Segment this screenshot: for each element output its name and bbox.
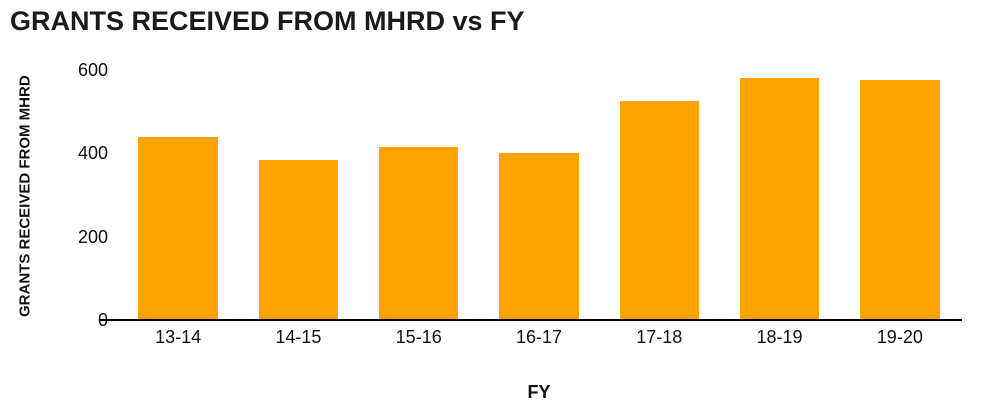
plot-area [118,70,960,320]
y-tick-label: 400 [77,143,108,164]
x-axis-line [100,319,962,321]
y-tick-label: 200 [77,226,108,247]
bar-14-15 [258,159,339,320]
x-tick-label: 19-20 [876,327,923,347]
bar-slot [359,70,479,320]
chart-title: GRANTS RECEIVED FROM MHRD vs FY [10,6,525,36]
bar-slot [118,70,238,320]
bar-15-16 [379,147,459,320]
bar-18-19 [739,78,820,320]
bar-19-20 [860,80,940,320]
x-tick-label: 17-18 [636,327,683,347]
bar-slot [479,70,599,320]
x-axis-tick-labels: 13-14 14-15 15-16 16-17 17-18 18-19 19-20 [118,327,960,348]
bar-13-14 [138,136,218,320]
x-tick-label: 18-19 [756,327,803,347]
x-tick-label: 14-15 [275,327,322,347]
bar-series [118,70,960,320]
bar-17-18 [619,101,699,320]
x-tick-label: 15-16 [395,327,442,347]
x-axis-title: FY [527,382,551,402]
y-tick-label: 600 [77,60,108,80]
bar-slot [238,70,358,320]
y-axis-tick-labels: 0200400600 [40,60,108,330]
y-axis-title: GRANTS RECEIVED FROM MHRD [16,75,34,317]
bar-slot [719,70,839,320]
bar-slot [599,70,719,320]
bar-slot [840,70,960,320]
x-tick-label: 16-17 [515,327,562,347]
x-tick-label: 13-14 [155,327,202,347]
bar-16-17 [499,153,579,320]
